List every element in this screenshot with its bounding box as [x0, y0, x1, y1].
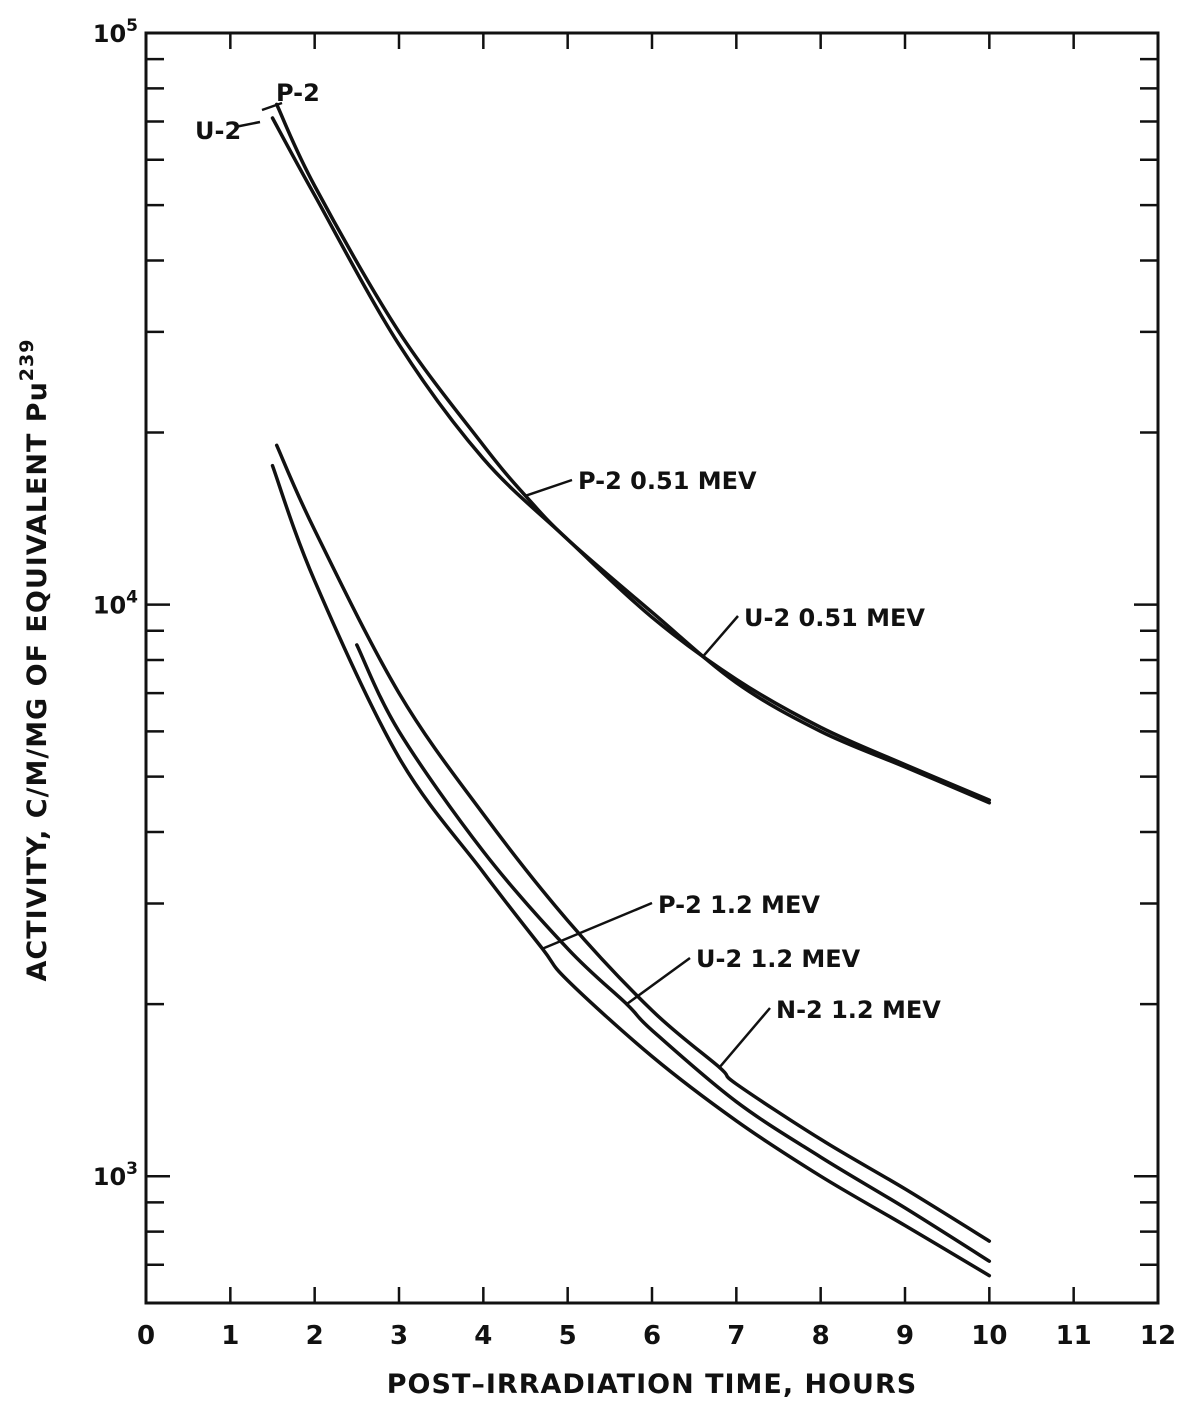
x-tick-label: 5	[559, 1321, 577, 1351]
y-tick-labels: 103 104 105	[93, 16, 138, 1191]
annotation-leader	[625, 956, 691, 1006]
annotation-leader	[541, 901, 653, 950]
annotation-leader	[261, 101, 283, 112]
y-tick-label: 103	[93, 1159, 138, 1191]
x-tick-label: 2	[306, 1321, 324, 1351]
x-tick-label: 4	[474, 1321, 492, 1351]
axis-ticks	[146, 33, 1158, 1303]
y-tick-label: 104	[93, 588, 138, 620]
x-tick-labels: 0 1 2 3 4 5 6 7 8 9 10 11 12	[137, 1321, 1176, 1351]
x-tick-label: 8	[812, 1321, 830, 1351]
x-tick-label: 11	[1056, 1321, 1092, 1351]
x-tick-label: 12	[1140, 1321, 1176, 1351]
series-lines	[270, 102, 992, 1278]
annotation-leader	[718, 1007, 771, 1069]
x-tick-label: 6	[643, 1321, 661, 1351]
annotation-label: P-2	[276, 79, 320, 107]
y-axis-label-group: ACTIVITY, C/M/MG OF EQUIVALENT Pu239	[16, 339, 53, 982]
series-line-4	[274, 443, 992, 1243]
x-axis-label: POST–IRRADIATION TIME, HOURS	[387, 1369, 917, 1400]
series-line-1	[270, 116, 992, 802]
annotation-leader	[234, 120, 261, 129]
series-line-3	[355, 643, 992, 1263]
annotation-label: U-2 0.51 MEV	[744, 604, 925, 632]
y-axis-label: ACTIVITY, C/M/MG OF EQUIVALENT Pu239	[16, 339, 53, 982]
annotations: P-2 U-2 P-2 0.51 MEV U-2 0.51 MEV P-2 1.2 ME…	[195, 79, 941, 1069]
annotation-leader	[525, 478, 573, 497]
x-tick-label: 3	[390, 1321, 408, 1351]
annotation-label: U-2	[195, 117, 241, 145]
x-tick-label: 9	[896, 1321, 914, 1351]
annotation-label: P-2 0.51 MEV	[578, 467, 757, 495]
annotation-label: N-2 1.2 MEV	[776, 996, 941, 1024]
series-line-2	[270, 463, 992, 1278]
annotation-leader	[701, 615, 739, 658]
annotation-label: P-2 1.2 MEV	[658, 891, 820, 919]
x-tick-label: 0	[137, 1321, 155, 1351]
x-tick-label: 10	[971, 1321, 1007, 1351]
plot-frame	[144, 31, 1160, 1305]
y-tick-label: 105	[93, 16, 138, 48]
annotation-label: U-2 1.2 MEV	[696, 945, 861, 973]
x-tick-label: 7	[727, 1321, 745, 1351]
x-tick-label: 1	[221, 1321, 239, 1351]
series-line-0	[274, 102, 992, 805]
